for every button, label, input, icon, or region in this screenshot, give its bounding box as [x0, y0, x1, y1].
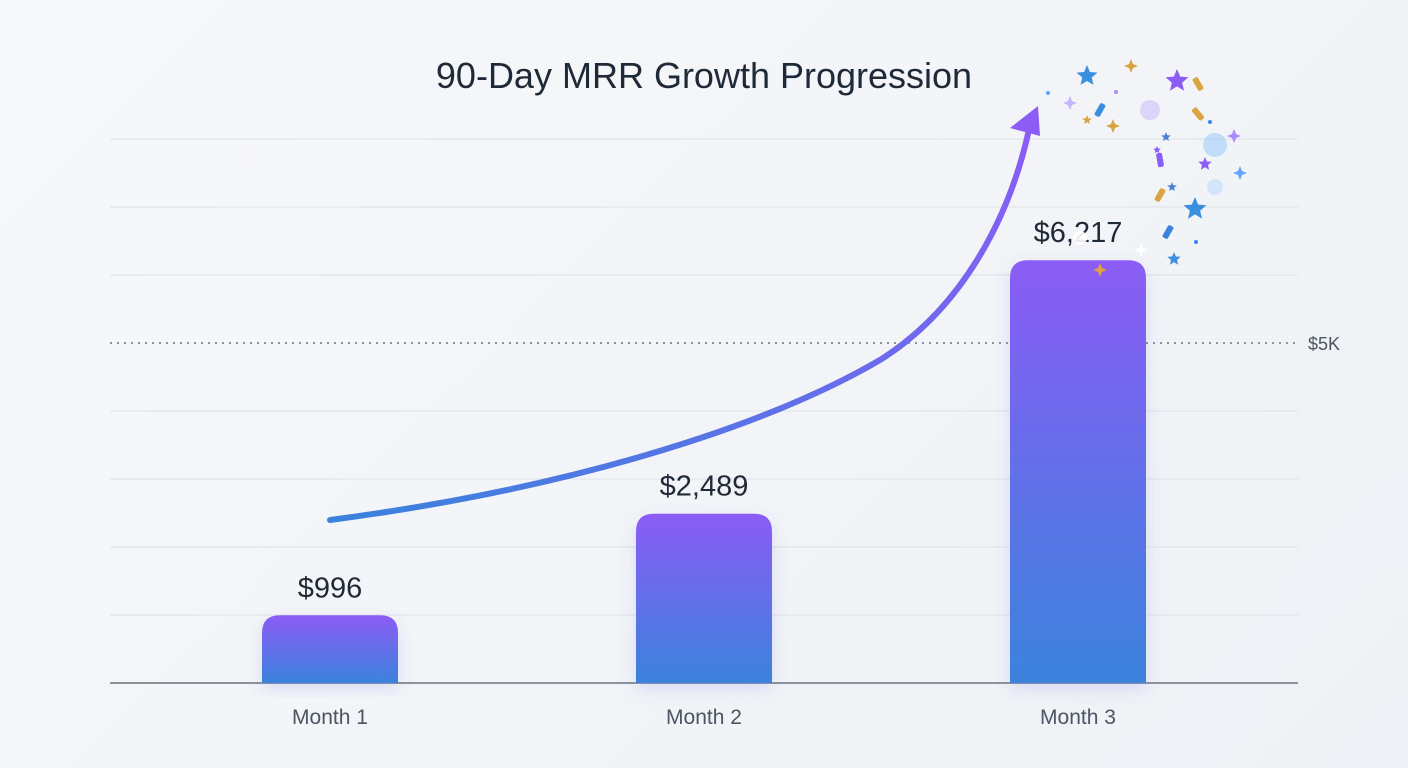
x-tick-label: Month 1 [292, 706, 368, 729]
confetti-ribbon [1192, 77, 1204, 91]
confetti-dot [1194, 240, 1198, 244]
confetti-dot [1208, 120, 1212, 124]
star-icon [1198, 157, 1212, 170]
star-icon [1167, 252, 1181, 265]
bar-month-3 [1010, 260, 1146, 683]
star-icon [1183, 197, 1207, 219]
bars [262, 260, 1146, 683]
trend-arrow [327, 122, 1033, 523]
confetti-dot [1207, 179, 1223, 195]
sparkle-icon [1063, 96, 1077, 110]
chart-title: 90-Day MRR Growth Progression [436, 55, 972, 96]
confetti-ribbon [1192, 107, 1204, 121]
confetti-ribbon [1154, 188, 1166, 202]
sparkle-icon [1134, 243, 1148, 257]
confetti-decoration [1046, 59, 1247, 277]
arrow-head-icon [1010, 106, 1040, 136]
star-icon [1076, 65, 1098, 85]
star-icon [1165, 69, 1189, 91]
star-icon [1167, 182, 1177, 191]
sparkle-icon [1124, 59, 1138, 73]
confetti-ribbon [1094, 103, 1106, 117]
confetti-ribbon [1162, 225, 1174, 239]
sparkle-icon [1227, 129, 1241, 143]
confetti-dot [1073, 231, 1087, 245]
confetti-dot [1114, 90, 1118, 94]
star-icon [1161, 132, 1171, 141]
star-icon [1153, 146, 1161, 154]
star-icon [1082, 115, 1092, 124]
sparkle-icon [1233, 166, 1247, 180]
confetti-dot [1046, 91, 1050, 95]
value-label: $2,489 [660, 471, 749, 503]
gridlines: $5K [110, 138, 1340, 684]
reference-line-label: $5K [1308, 334, 1340, 354]
bar-month-1 [262, 615, 398, 683]
x-tick-label: Month 2 [666, 706, 742, 729]
confetti-dot [1140, 100, 1160, 120]
x-tick-label: Month 3 [1040, 706, 1116, 729]
bar-month-2 [636, 513, 772, 683]
sparkle-icon [1093, 263, 1107, 277]
confetti-dot [1203, 133, 1227, 157]
confetti-ribbon [1156, 152, 1164, 168]
value-label: $996 [298, 572, 363, 604]
sparkle-icon [1106, 119, 1120, 133]
